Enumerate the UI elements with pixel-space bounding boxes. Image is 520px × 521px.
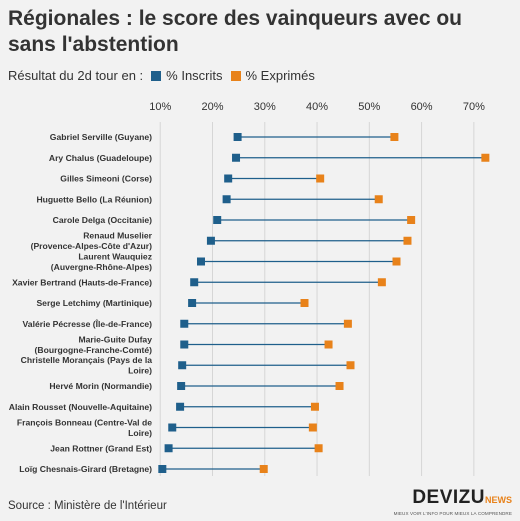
point-inscrits <box>190 278 199 287</box>
legend: Résultat du 2d tour en : % Inscrits % Ex… <box>8 68 315 83</box>
point-exprimes <box>390 133 399 141</box>
dumbbell-chart: 10% 20% 30% 40% 50% 60% 70% Gabriel Serville (G… <box>9 101 490 476</box>
point-inscrits <box>176 402 185 411</box>
source-note: Source : Ministère de l'Intérieur <box>8 500 167 512</box>
point-exprimes <box>324 340 333 349</box>
y-category-label: Renaud Muselier (Provence-Alpes-Côte d'Az… <box>31 231 153 252</box>
y-category-label: Gilles Simeoni (Corse) <box>60 174 152 184</box>
legend-swatch-inscrits <box>151 70 162 81</box>
legend-prefix: Résultat du 2d tour en : <box>8 68 144 83</box>
x-tick-label: 70% <box>463 101 485 113</box>
point-exprimes <box>481 153 490 162</box>
point-inscrits <box>158 465 167 473</box>
point-exprimes <box>374 195 383 204</box>
point-inscrits <box>222 195 231 204</box>
legend-label-inscrits: % Inscrits <box>166 68 223 83</box>
legend-swatch-exprimes <box>230 70 241 81</box>
y-category-label: Gabriel Serville (Guyane) <box>50 132 152 142</box>
point-inscrits <box>180 319 189 328</box>
brand-suffix: NEWS <box>485 495 512 505</box>
y-category-label: Laurent Wauquiez (Auvergne-Rhône-Alpes) <box>51 251 152 272</box>
y-category-label: Marie-Guite Dufay (Bourgogne-Franche-Comt… <box>35 334 153 355</box>
y-category-label: Christelle Morançais (Pays de la Loire) <box>21 355 153 376</box>
point-inscrits <box>206 236 215 245</box>
point-exprimes <box>335 382 344 390</box>
x-tick-label: 30% <box>254 101 276 113</box>
x-tick-label: 10% <box>149 101 171 113</box>
point-exprimes <box>392 257 401 266</box>
point-inscrits <box>178 361 187 370</box>
y-category-label: Valérie Pécresse (Île-de-France) <box>23 318 153 329</box>
y-category-label: Xavier Bertrand (Hauts-de-France) <box>12 277 152 287</box>
y-category-label: Jean Rottner (Grand Est) <box>50 443 152 453</box>
point-exprimes <box>403 236 412 245</box>
point-exprimes <box>308 423 317 432</box>
point-inscrits <box>164 444 173 453</box>
point-inscrits <box>232 153 241 162</box>
point-inscrits <box>233 133 242 141</box>
point-exprimes <box>407 216 416 224</box>
brand-name: DEVIZU <box>412 487 485 508</box>
x-tick-label: 60% <box>411 101 433 113</box>
y-category-label: Ary Chalus (Guadeloupe) <box>49 153 152 163</box>
y-category-label: Huguette Bello (La Réunion) <box>36 194 152 204</box>
point-inscrits <box>188 299 197 307</box>
point-exprimes <box>316 174 325 183</box>
point-exprimes <box>314 444 323 453</box>
y-category-label: Carole Delga (Occitanie) <box>53 215 152 225</box>
x-tick-label: 20% <box>201 101 223 113</box>
point-inscrits <box>224 174 233 183</box>
point-exprimes <box>343 319 352 328</box>
y-category-label: François Bonneau (Centre-Val de Loire) <box>17 417 152 438</box>
point-inscrits <box>180 340 189 349</box>
point-exprimes <box>310 402 319 411</box>
point-exprimes <box>377 278 386 287</box>
y-category-label: Hervé Morin (Normandie) <box>49 381 152 391</box>
x-tick-label: 50% <box>358 101 380 113</box>
legend-label-exprimes: % Exprimés <box>245 68 315 83</box>
brand-tagline: MIEUX VOIR L'INFO POUR MIEUX LA COMPREND… <box>393 511 512 516</box>
brand-logo: DEVIZUNEWS MIEUX VOIR L'INFO POUR MIEUX … <box>394 488 512 517</box>
y-category-label: Serge Letchimy (Martinique) <box>36 298 152 308</box>
point-inscrits <box>197 257 205 266</box>
point-inscrits <box>177 382 186 390</box>
point-exprimes <box>259 465 268 473</box>
point-inscrits <box>213 216 222 224</box>
y-category-label: Loïg Chesnais-Girard (Bretagne) <box>19 464 152 474</box>
point-exprimes <box>300 299 309 307</box>
point-inscrits <box>168 423 177 432</box>
point-exprimes <box>346 361 355 370</box>
x-tick-label: 40% <box>306 101 328 113</box>
chart-title: Régionales : le score des vainqueurs ave… <box>8 7 463 56</box>
y-category-label: Alain Rousset (Nouvelle-Aquitaine) <box>9 402 152 412</box>
